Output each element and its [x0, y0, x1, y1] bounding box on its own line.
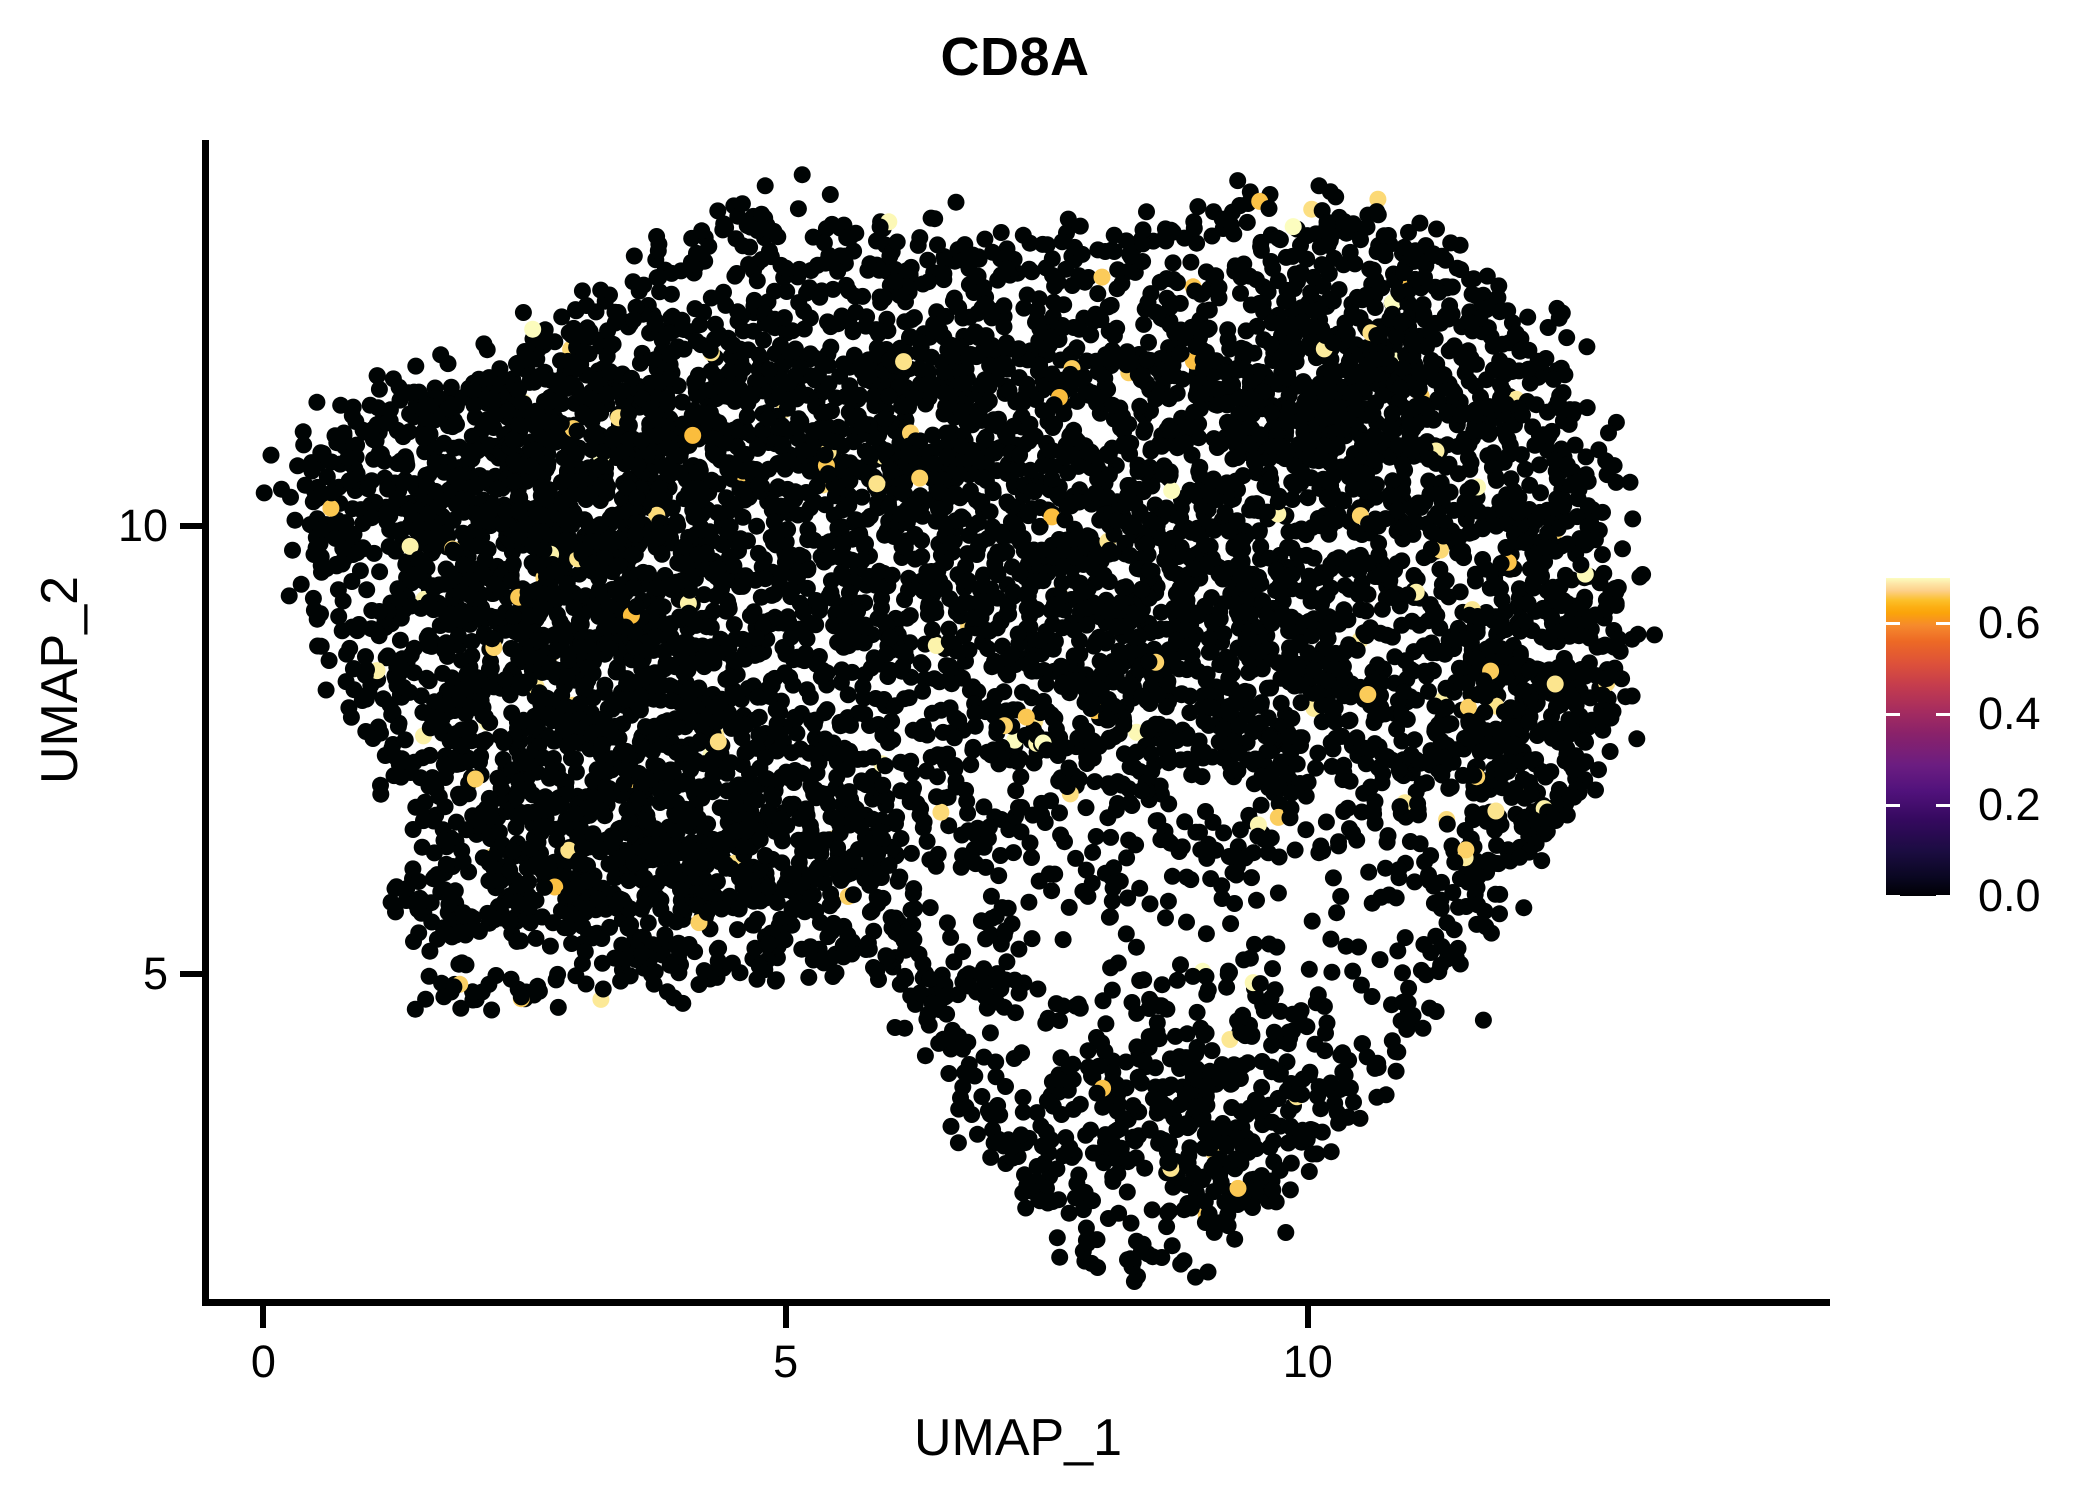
- y-axis-title: UMAP_2: [31, 575, 89, 785]
- x-tick-mark: [1304, 1306, 1311, 1328]
- y-tick-mark: [180, 971, 202, 978]
- x-tick-label: 5: [773, 1336, 799, 1387]
- x-tick-label: 0: [250, 1336, 276, 1387]
- colorbar-tick-mark: [1886, 894, 1900, 898]
- y-tick-label: 5: [142, 948, 168, 1000]
- scatter-points-layer: [255, 166, 1663, 1290]
- x-tick-label: 10: [1282, 1336, 1333, 1387]
- colorbar-tick-label: 0.2: [1978, 779, 2041, 831]
- colorbar-tick-label: 0.4: [1978, 688, 2041, 740]
- colorbar-gradient: [1886, 578, 1950, 896]
- y-axis-line: [202, 140, 209, 1306]
- colorbar-tick-mark: [1886, 803, 1900, 807]
- colorbar-tick-label: 0.6: [1978, 597, 2041, 649]
- x-axis-line: [202, 1299, 1830, 1306]
- page-title: CD8A: [940, 27, 1090, 87]
- plot-panel: [206, 140, 1830, 1302]
- x-axis-title: UMAP_1: [913, 1409, 1123, 1467]
- legend-colorbar: 0.6 0.4 0.2 0.0: [1886, 578, 2076, 921]
- colorbar-tick-mark: [1936, 894, 1950, 898]
- x-tick-mark: [260, 1306, 267, 1328]
- colorbar-tick-mark: [1886, 712, 1900, 716]
- y-tick-mark: [180, 522, 202, 529]
- colorbar-tick-mark: [1936, 803, 1950, 807]
- colorbar-tick-label: 0.0: [1978, 870, 2041, 921]
- colorbar-tick-mark: [1936, 621, 1950, 625]
- colorbar-tick-mark: [1886, 621, 1900, 625]
- y-tick-label: 10: [117, 499, 168, 551]
- colorbar-tick-mark: [1936, 712, 1950, 716]
- x-tick-mark: [782, 1306, 789, 1328]
